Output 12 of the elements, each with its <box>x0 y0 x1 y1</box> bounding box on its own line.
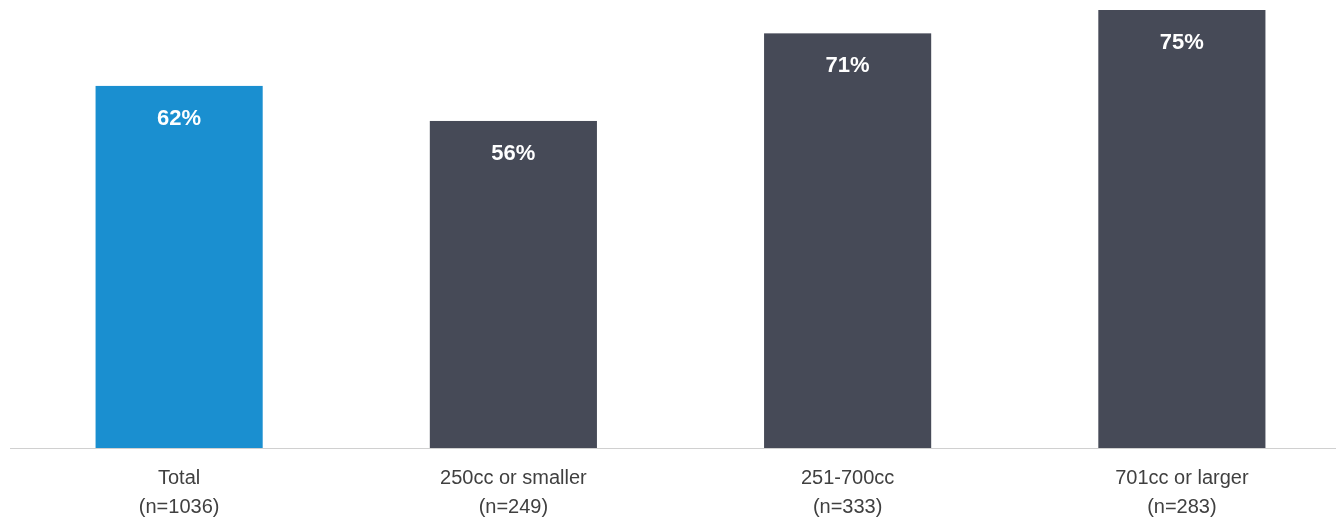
data-label: 62% <box>157 104 202 130</box>
bar <box>1098 10 1266 448</box>
bar <box>764 33 932 448</box>
data-label: 75% <box>1159 29 1204 54</box>
data-label: 71% <box>825 52 870 78</box>
bar <box>95 85 263 448</box>
data-label: 56% <box>491 139 536 165</box>
x-tick-label: 701cc or larger (n=283) <box>1115 466 1249 517</box>
bar <box>429 120 597 448</box>
x-tick-label: 250cc or smaller (n=249) <box>440 466 588 517</box>
x-tick-label: Total (n=1036) <box>138 466 220 517</box>
x-tick-label: 251-700cc (n=333) <box>800 466 895 517</box>
